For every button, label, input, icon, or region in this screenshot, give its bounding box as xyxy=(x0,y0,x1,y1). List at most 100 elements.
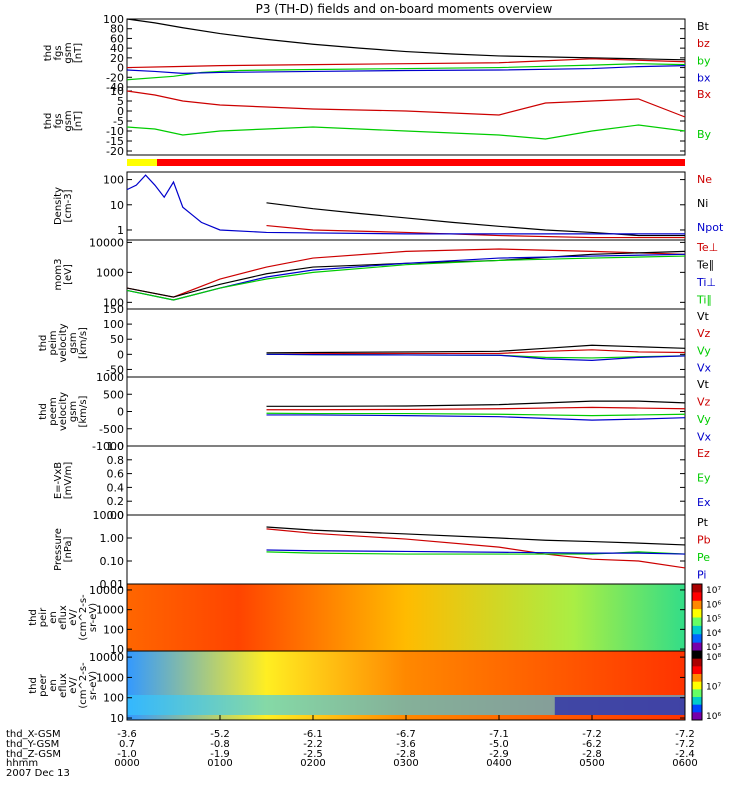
panel-9: 10⁷ 10⁶ 10⁵ 10⁴ 10³ 10000 1000 100 10 thdpeirenef… xyxy=(28,583,721,656)
y-axis-label-line: peer xyxy=(38,673,49,697)
status-bar-red xyxy=(157,159,685,166)
colorbar-swatch xyxy=(692,584,702,593)
legend-label-Te∥: Te∥ xyxy=(696,258,714,271)
colorbar-swatch xyxy=(692,617,702,627)
panel-4: 10000 1000 100 mom3[eV] Te⊥ Te∥ Ti⊥ Ti∥ xyxy=(53,236,718,310)
series-line-Ti∥ xyxy=(126,255,686,301)
y-tick-label: 20 xyxy=(110,52,124,65)
y-axis-label-line: sr-eV) xyxy=(88,603,99,632)
series-line-Vy xyxy=(266,412,686,417)
y-tick-label: 10 xyxy=(110,199,124,212)
ephemeris-value: -7.2 xyxy=(675,729,695,740)
colorbar-tick-label: 10⁷ xyxy=(706,683,721,693)
series-line-Vt xyxy=(266,344,686,354)
y-axis-label-line: peem xyxy=(48,397,59,425)
y-axis-label-line: [eV] xyxy=(63,264,74,285)
y-axis-label-line: [nPa] xyxy=(63,536,74,562)
y-tick-label: 0 xyxy=(117,62,124,75)
y-tick-label: 1000 xyxy=(96,671,124,684)
ephemeris-value: -3.6 xyxy=(396,739,416,750)
colorbar-swatch xyxy=(692,642,702,652)
spectrogram-image xyxy=(127,584,685,651)
colorbar-swatch xyxy=(692,681,702,690)
y-axis-label-line: velocity xyxy=(58,323,69,362)
legend-label-Vt: Vt xyxy=(697,378,710,391)
panel-frame xyxy=(126,376,686,447)
date-label: 2007 Dec 13 xyxy=(6,768,70,779)
y-tick-label: 150 xyxy=(103,303,124,316)
ephemeris-row-label: thd_Z-GSM xyxy=(6,749,61,760)
x-tick-label: 0600 xyxy=(672,758,697,769)
y-tick-label: 50 xyxy=(110,333,124,346)
panel-8: 10.00 1.00 0.10 0.01 Pressure[nPa] Pt Pb Pe Pi xyxy=(53,509,711,591)
legend-label-Ex: Ex xyxy=(697,496,711,509)
y-axis-label-line: mom3 xyxy=(53,259,64,291)
series-line-Te⊥ xyxy=(126,248,686,298)
chart-title: P3 (TH-D) fields and on-board moments ov… xyxy=(256,2,553,16)
ephemeris-row-label: hhmm xyxy=(6,758,38,769)
y-axis-label-line: peir xyxy=(38,607,49,627)
x-tick-label: 0200 xyxy=(300,758,325,769)
x-tick-label: 0100 xyxy=(207,758,232,769)
y-tick-label: 10000 xyxy=(89,236,124,249)
legend-label-Vy: Vy xyxy=(697,413,711,426)
colorbar-swatch xyxy=(692,592,702,602)
ephemeris-value: -1.9 xyxy=(210,749,230,760)
legend-label-Ez: Ez xyxy=(697,447,710,460)
ephemeris-value: -2.8 xyxy=(582,749,602,760)
ephemeris-layer: thd_X-GSM -3.6 -5.2 -6.1 -6.7 -7.1 -7.2 -7.2thd… xyxy=(6,715,698,769)
ephemeris-value: -2.5 xyxy=(303,749,323,760)
legend-label-Vz: Vz xyxy=(697,327,711,340)
y-tick-label: -500 xyxy=(99,423,124,436)
ephemeris-value: -0.8 xyxy=(210,739,230,750)
y-axis-label: thdfgsgsm[nT] xyxy=(43,42,84,63)
legend-label-by: by xyxy=(697,54,711,67)
panel-10: 10⁸ 10⁷ 10⁶ 10000 1000 100 10 thdpeerenefluxeV/… xyxy=(28,650,721,725)
y-tick-label: 0.6 xyxy=(107,468,125,481)
y-axis-label-line: [mV/m] xyxy=(63,462,74,500)
y-axis-label-line: gsm xyxy=(63,110,74,131)
panel-frame xyxy=(126,171,686,241)
colorbar-tick-label: 10⁶ xyxy=(706,712,721,722)
y-tick-label: 40 xyxy=(110,42,124,55)
colorbar-swatch xyxy=(692,712,702,721)
series-line-Vz xyxy=(266,406,686,411)
ephemeris-value: -2.8 xyxy=(396,749,416,760)
legend-label-By: By xyxy=(697,128,712,141)
legend-label-Ti⊥: Ti⊥ xyxy=(696,276,716,289)
y-tick-label: -50 xyxy=(106,363,124,376)
y-tick-label: 0.10 xyxy=(100,555,125,568)
y-axis-label-line: eV/ xyxy=(68,677,79,694)
legend-label-Pt: Pt xyxy=(697,516,709,529)
ephemeris-value: -5.2 xyxy=(210,729,230,740)
colorbar-swatch xyxy=(692,674,702,683)
ephemeris-value: -1.0 xyxy=(117,749,137,760)
y-tick-label: 100 xyxy=(103,174,124,187)
y-tick-label: -10 xyxy=(106,125,124,138)
y-axis-label-line: fgs xyxy=(53,45,64,60)
series-line-bz xyxy=(126,58,686,69)
legend-label-Pe: Pe xyxy=(697,551,710,564)
y-tick-label: 100 xyxy=(103,296,124,309)
y-axis-label-line: en xyxy=(48,611,59,624)
y-tick-label: 80 xyxy=(110,23,124,36)
legend-label-Bt: Bt xyxy=(697,20,710,33)
series-line-Ne xyxy=(266,224,685,239)
series-line-bx xyxy=(126,65,686,75)
ephemeris-row-label: thd_X-GSM xyxy=(6,729,61,740)
y-axis-label-line: gsm xyxy=(63,42,74,63)
legend-label-Pi: Pi xyxy=(697,568,706,581)
legend-label-Vy: Vy xyxy=(697,344,711,357)
panel-frame xyxy=(126,445,686,516)
legend-label-Vz: Vz xyxy=(697,395,711,408)
colorbar-swatch xyxy=(692,625,702,635)
panel-frame xyxy=(126,514,686,585)
y-axis-label: thdpeemvelocitygsm[km/s] xyxy=(38,392,89,431)
y-axis-label-line: peim xyxy=(48,330,59,355)
y-axis-label-line: Density xyxy=(53,187,64,225)
legend-label-Pb: Pb xyxy=(697,533,711,546)
panel-frame xyxy=(126,239,686,310)
ephemeris-value: -6.7 xyxy=(396,729,416,740)
legend-label-Vx: Vx xyxy=(697,361,712,374)
y-axis-label-line: (cm^2-s- xyxy=(78,594,89,641)
